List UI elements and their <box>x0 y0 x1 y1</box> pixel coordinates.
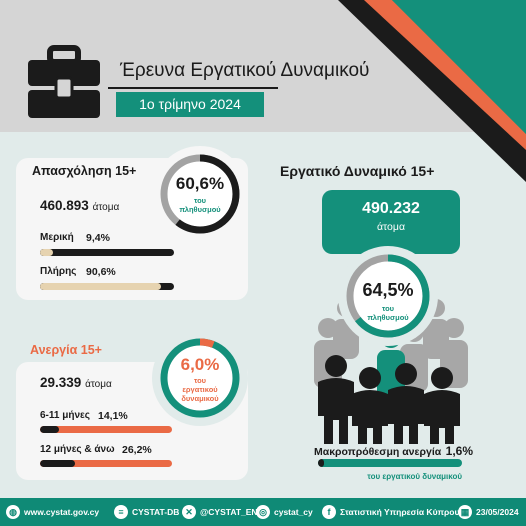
unemployment-rate-text: 6,0% του εργατικού δυναμικού <box>156 355 244 403</box>
labour-force-rate: 64,5% <box>362 280 414 300</box>
long-term-label: 12 μήνες & άνω <box>40 444 115 455</box>
footer-website[interactable]: ◍ www.cystat.gov.cy <box>6 498 99 526</box>
unemployment-count-line: 29.339 άτομα <box>40 375 112 390</box>
long-term-value: 26,2% <box>122 444 152 456</box>
footer-db-text: CYSTAT-DB <box>132 507 180 517</box>
unemployment-rate-caption-3: δυναμικού <box>181 394 219 403</box>
short-term-bar <box>40 426 172 433</box>
employment-count: 460.893 <box>40 198 89 213</box>
labour-force-count-unit: άτομα <box>376 221 406 233</box>
full-time-bar <box>40 283 174 290</box>
long-term-unemployment-bar-fill <box>318 459 324 467</box>
unemployment-count: 29.339 <box>40 375 82 390</box>
facebook-icon: f <box>322 504 336 519</box>
employment-count-unit: άτομα <box>92 202 120 213</box>
labour-force-rate-text: 64,5% του πληθυσμού <box>342 280 434 322</box>
briefcase-icon <box>28 45 100 118</box>
footer-x[interactable]: ✕ @CYSTAT_EN <box>182 498 258 526</box>
employment-rate-caption-2: πληθυσμού <box>179 205 221 214</box>
labour-force-rate-caption-2: πληθυσμού <box>367 313 409 322</box>
employment-title: Απασχόληση 15+ <box>32 164 137 178</box>
long-term-bar <box>40 460 172 467</box>
instagram-icon: ◎ <box>256 504 270 519</box>
part-time-bar-fill <box>40 249 53 256</box>
part-time-value: 9,4% <box>86 232 110 244</box>
calendar-icon: ▦ <box>458 504 472 519</box>
people-icon <box>314 299 468 444</box>
footer-website-text: www.cystat.gov.cy <box>24 507 100 517</box>
labour-force-title: Εργατικό Δυναμικό 15+ <box>280 163 435 179</box>
labour-force-rate-ring <box>346 254 430 338</box>
footer-db[interactable]: ≡ CYSTAT-DB <box>114 498 179 526</box>
x-icon: ✕ <box>182 504 196 519</box>
long-term-unemployment-caption: του εργατικού δυναμικού <box>367 472 462 481</box>
footer-instagram-text: cystat_cy <box>274 507 313 517</box>
part-time-label: Μερική <box>40 232 74 243</box>
employment-rate-text: 60,6% του πληθυσμού <box>156 174 244 214</box>
footer-instagram[interactable]: ◎ cystat_cy <box>256 498 313 526</box>
employment-rate-caption-1: του <box>193 196 207 205</box>
employment-count-line: 460.893 άτομα <box>40 198 119 213</box>
short-term-label: 6-11 μήνες <box>40 410 90 421</box>
page-title: Έρευνα Εργατικού Δυναμικού <box>120 60 370 81</box>
title-underline <box>108 87 278 89</box>
labour-force-rate-caption-1: του <box>381 304 395 313</box>
footer-x-text: @CYSTAT_EN <box>200 507 258 517</box>
employment-rate: 60,6% <box>175 174 225 193</box>
short-term-bar-fill <box>40 426 59 433</box>
labour-force-count-box <box>322 190 460 254</box>
full-time-label: Πλήρης <box>40 266 77 277</box>
footer-facebook-text: Στατιστική Υπηρεσία Κύπρου <box>340 507 460 517</box>
corner-stripes <box>370 0 526 142</box>
long-term-unemployment-line: Μακροπρόθεσμη ανεργία 1,6% <box>314 442 473 460</box>
footer-date-text: 23/05/2024 <box>476 507 519 517</box>
labour-force-count-text: 490.232 άτομα <box>322 200 460 233</box>
short-term-value: 14,1% <box>98 410 128 422</box>
footer-date: ▦ 23/05/2024 <box>458 498 519 526</box>
part-time-bar <box>40 249 174 256</box>
unemployment-rate-caption-1: του <box>193 376 207 385</box>
labour-force-count: 490.232 <box>362 200 420 217</box>
full-time-value: 90,6% <box>86 266 116 278</box>
footer-facebook[interactable]: f Στατιστική Υπηρεσία Κύπρου <box>322 498 459 526</box>
database-icon: ≡ <box>114 504 128 519</box>
unemployment-count-unit: άτομα <box>85 379 112 390</box>
long-term-bar-fill <box>40 460 75 467</box>
unemployment-rate: 6,0% <box>180 355 220 374</box>
globe-icon: ◍ <box>6 504 20 519</box>
footer-bar: ◍ www.cystat.gov.cy ≡ CYSTAT-DB ✕ @CYSTAT_E… <box>0 498 526 526</box>
long-term-unemployment-label: Μακροπρόθεσμη ανεργία <box>314 446 442 458</box>
unemployment-rate-caption-2: εργατικού <box>182 385 218 394</box>
unemployment-rate-ring <box>160 338 240 418</box>
quarter-badge: 1ο τρίμηνο 2024 <box>116 92 264 117</box>
unemployment-title: Ανεργία 15+ <box>30 343 102 357</box>
long-term-unemployment-bar <box>318 459 462 467</box>
long-term-unemployment-value: 1,6% <box>445 444 474 458</box>
employment-rate-ring <box>160 154 240 234</box>
full-time-bar-fill <box>40 283 162 290</box>
